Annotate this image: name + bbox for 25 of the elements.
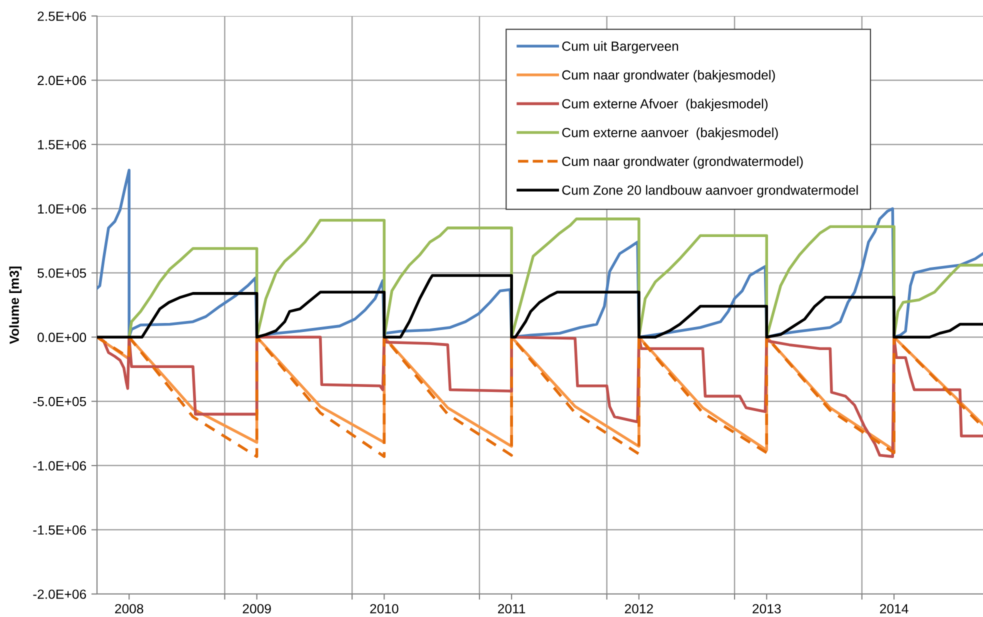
legend-label: Cum externe Afvoer (bakjesmodel)	[562, 98, 768, 112]
y-axis-title: Volume [m3]	[9, 266, 22, 344]
legend-label: Cum Zone 20 landbouw aanvoer grondwatermodel	[562, 185, 858, 198]
y-tick-label: 1.0E+06	[38, 204, 86, 214]
x-tick-label: 2009	[242, 604, 271, 614]
y-tick-label: -5.0E+05	[33, 396, 86, 406]
line-series	[97, 274, 983, 338]
y-tick-label: -1.5E+06	[33, 525, 86, 535]
x-tick-label: 2013	[752, 604, 781, 614]
legend-label: Cum naar grondwater (bakjesmodel)	[562, 70, 775, 82]
legend-label: Cum naar grondwater (grondwatermodel)	[562, 156, 803, 169]
legend-label: Cum externe aanvoer (bakjesmodel)	[562, 128, 778, 140]
x-tick-label: 2011	[498, 604, 526, 614]
y-tick-label: 2.5E+06	[38, 12, 86, 21]
x-tick-label: 2010	[370, 604, 398, 614]
y-tick-label: -2.0E+06	[33, 590, 86, 599]
x-tick-label: 2014	[880, 604, 908, 614]
legend-label: Cum uit Bargerveen	[562, 41, 678, 54]
y-tick-label: 0.0E+00	[38, 332, 86, 342]
y-tick-label: 1.5E+06	[38, 140, 86, 150]
y-tick-label: 5.0E+05	[38, 268, 86, 278]
y-tick-label: -1.0E+06	[33, 461, 86, 470]
x-tick-label: 2008	[115, 604, 144, 614]
y-tick-label: 2.0E+06	[38, 76, 86, 86]
x-tick-label: 2012	[624, 604, 653, 614]
